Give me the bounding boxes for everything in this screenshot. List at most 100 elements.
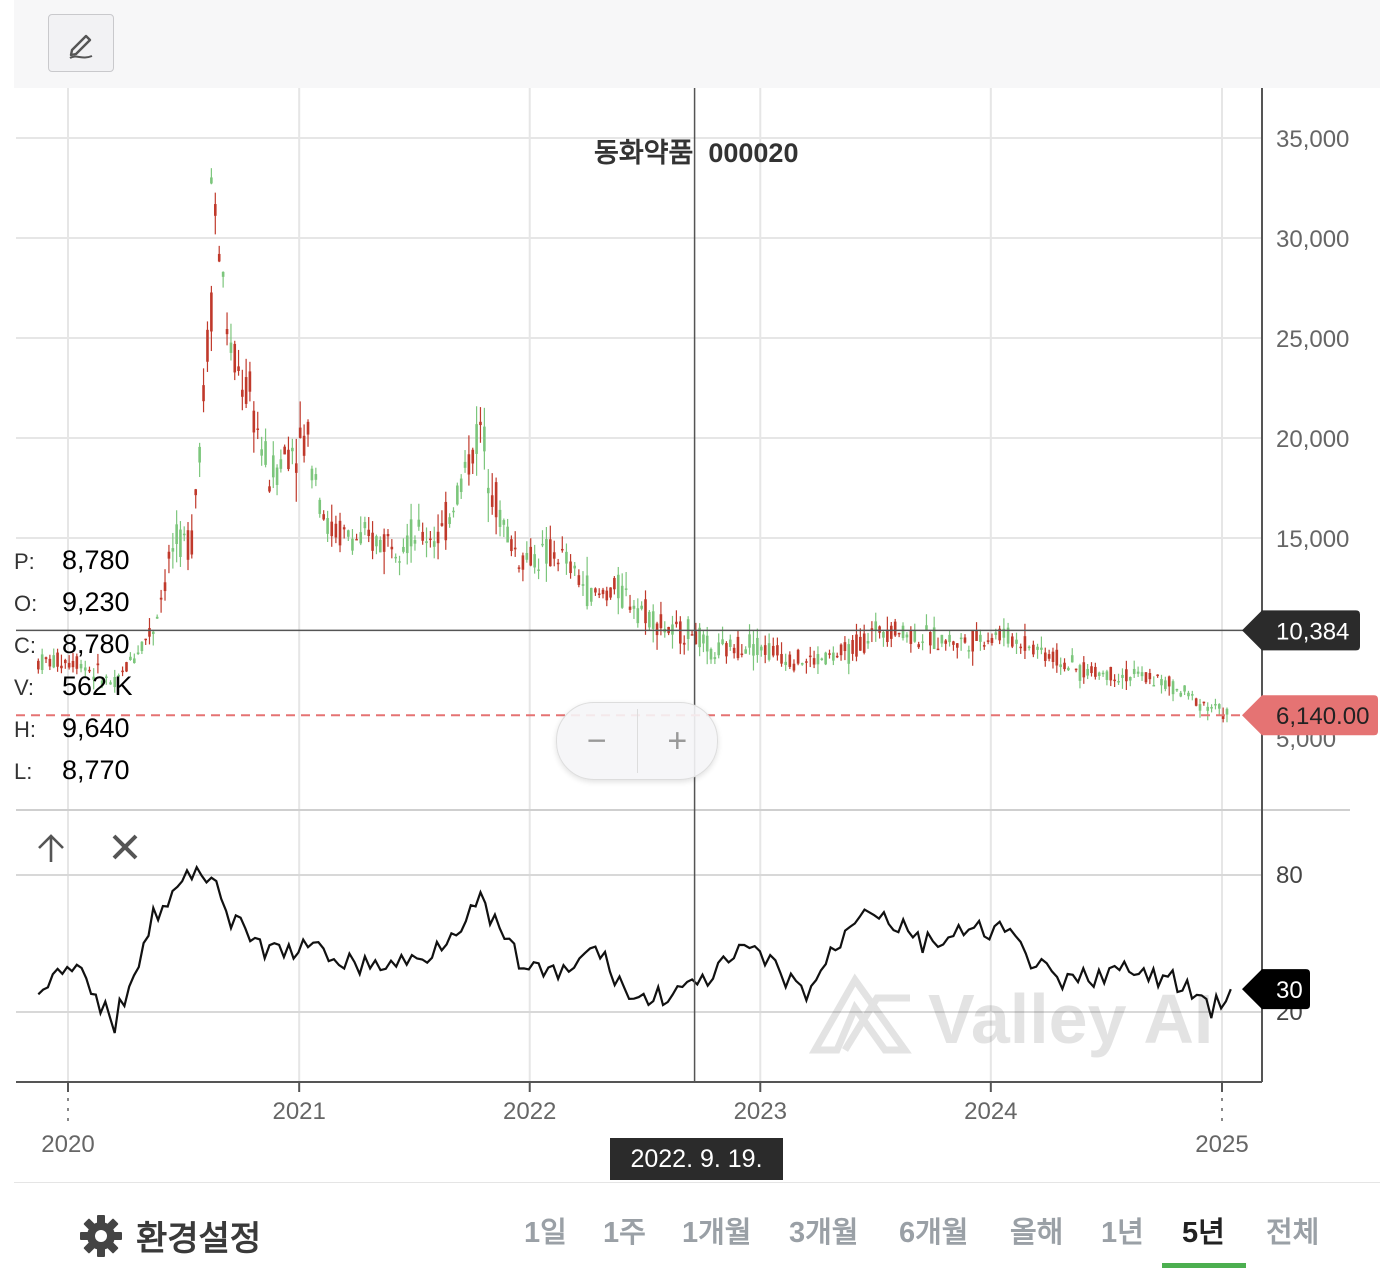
candle-body xyxy=(448,517,451,524)
stock-chart[interactable]: Valley AI 35,000 30,000 25,000 20,000 15,000… xyxy=(0,88,1384,1182)
candle-body xyxy=(805,661,808,663)
candle-body xyxy=(874,621,878,631)
candle-body xyxy=(771,645,775,656)
last-price-label-bg xyxy=(1242,695,1378,736)
time-tick-label: 2022 xyxy=(503,1098,556,1125)
candle-body xyxy=(479,421,482,426)
candle-body xyxy=(283,446,286,455)
indicator-value-label: 30 xyxy=(1276,977,1303,1004)
candle-body xyxy=(613,577,616,590)
candle-body xyxy=(917,644,920,648)
candle-body xyxy=(159,597,163,600)
candle-body xyxy=(808,655,812,658)
ohlc-key: H: xyxy=(14,717,36,742)
candle-body xyxy=(675,621,678,625)
candle-body xyxy=(624,588,628,590)
candle-body xyxy=(585,575,589,607)
range-tab-1d[interactable]: 1일 xyxy=(524,1217,567,1249)
candle-body xyxy=(494,482,498,518)
candle-body xyxy=(1221,715,1225,719)
price-tick-label: 25,000 xyxy=(1276,326,1349,353)
candle-body xyxy=(616,574,620,599)
candle-body xyxy=(467,454,471,475)
candle-body xyxy=(780,653,783,664)
candle-body xyxy=(756,637,759,656)
candle-body xyxy=(279,459,283,469)
candle-body xyxy=(1210,707,1213,709)
candle-body xyxy=(1006,627,1010,644)
zoom-in-button[interactable]: + xyxy=(667,721,688,760)
range-tab-1w[interactable]: 1주 xyxy=(603,1217,646,1249)
range-tab-6m[interactable]: 6개월 xyxy=(899,1217,969,1249)
candle-body xyxy=(1191,694,1194,696)
candle-body xyxy=(1010,636,1014,647)
ohlc-value: 562 K xyxy=(62,671,133,701)
candle-body xyxy=(990,637,994,643)
candle-body xyxy=(60,665,63,669)
candle-body xyxy=(1128,677,1132,681)
candle-body xyxy=(351,538,354,551)
candle-body xyxy=(244,377,248,404)
candle-body xyxy=(740,653,744,656)
candle-body xyxy=(982,645,986,647)
candle-body xyxy=(1036,646,1039,650)
candle-body xyxy=(581,584,585,586)
ohlc-row: V: 562 K xyxy=(14,666,133,708)
candle-body xyxy=(1225,708,1229,715)
price-axis: 35,00030,00025,00020,00015,0005,00080202… xyxy=(41,126,1349,1158)
chart-toolbar xyxy=(14,0,1380,88)
candle-body xyxy=(129,656,132,660)
candle-body xyxy=(1090,666,1093,674)
arrow-up-icon[interactable] xyxy=(38,834,64,862)
range-tab-3m[interactable]: 3개월 xyxy=(789,1217,859,1249)
candle-body xyxy=(171,548,175,552)
candle-body xyxy=(905,634,909,638)
candle-body xyxy=(1183,685,1186,692)
candle-body xyxy=(832,652,835,661)
candle-body xyxy=(88,669,91,672)
candle-body xyxy=(736,636,740,659)
indicator-toolbar xyxy=(38,834,138,862)
candle-body xyxy=(338,520,342,546)
active-range-indicator xyxy=(1162,1263,1246,1268)
candle-body xyxy=(828,653,831,655)
candle-body xyxy=(886,629,889,642)
candle-body xyxy=(398,561,401,563)
drawing-tool-button[interactable] xyxy=(48,14,114,72)
range-tab-5y[interactable]: 5년 xyxy=(1182,1217,1225,1249)
candle-body xyxy=(1113,679,1116,682)
range-tab-1m[interactable]: 1개월 xyxy=(682,1217,752,1249)
ohlc-row: C: 8,780 xyxy=(14,624,133,666)
zoom-out-button[interactable]: − xyxy=(586,721,607,760)
settings-button[interactable]: 환경설정 xyxy=(78,1211,261,1260)
candle-body xyxy=(194,489,198,496)
candle-body xyxy=(1198,704,1202,711)
range-tab-ytd[interactable]: 올해 xyxy=(1010,1217,1064,1249)
candle-body xyxy=(367,529,371,537)
candle-body xyxy=(577,575,581,585)
time-tick-label: 2021 xyxy=(272,1098,325,1125)
candle-body xyxy=(506,526,509,543)
ohlc-key: V: xyxy=(14,675,34,700)
chart-title: 동화약품 000020 xyxy=(594,138,798,168)
candle-body xyxy=(483,426,486,452)
candle-body xyxy=(275,467,279,485)
candle-body xyxy=(121,670,124,673)
price-tick-label: 20,000 xyxy=(1276,426,1349,453)
candle-body xyxy=(1175,688,1179,691)
candle-body xyxy=(767,643,771,660)
candle-body xyxy=(233,343,237,373)
ohlc-value: 9,230 xyxy=(62,587,130,617)
candle-body xyxy=(732,647,736,654)
candle-body xyxy=(921,641,924,643)
candle-body xyxy=(556,562,560,565)
range-tab-all[interactable]: 전체 xyxy=(1266,1217,1320,1249)
crosshair-price-label-bg xyxy=(1242,610,1360,651)
close-icon[interactable] xyxy=(112,834,138,860)
indicator-value-label-bg xyxy=(1242,969,1310,1010)
candle-body xyxy=(1097,672,1101,676)
price-tick-label: 30,000 xyxy=(1276,226,1349,253)
candle-body xyxy=(417,519,421,527)
range-tab-1y[interactable]: 1년 xyxy=(1101,1217,1144,1249)
candle-body xyxy=(268,486,271,492)
